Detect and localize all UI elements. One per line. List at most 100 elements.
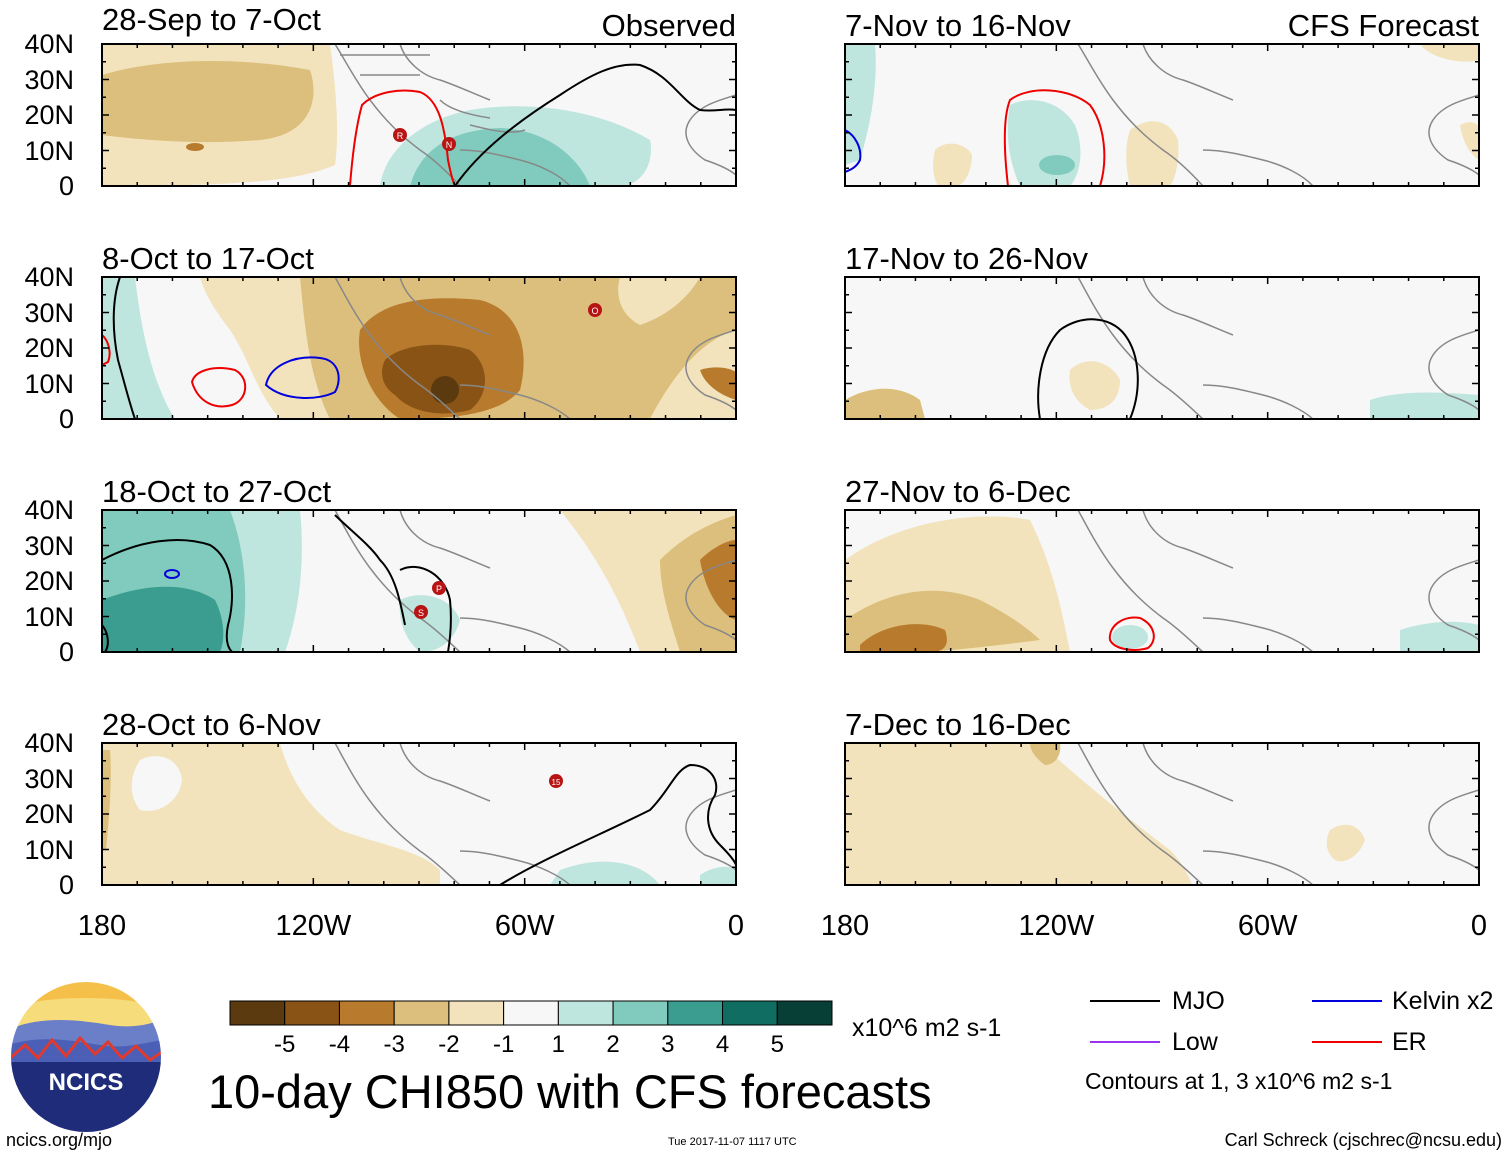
storm-label: N — [446, 140, 453, 150]
colorbar-tick-label: -3 — [383, 1031, 405, 1058]
lat-label: 40N — [24, 262, 74, 292]
map-panel-obs-2: O — [101, 276, 737, 420]
coastlines — [330, 44, 736, 186]
storm-markers: R N — [393, 128, 456, 151]
map-panel-obs-3: P S — [101, 509, 737, 653]
colorbar-tick-label: 5 — [770, 1031, 784, 1058]
lat-label: 30N — [24, 763, 74, 794]
footer-credit: Carl Schreck (cjschrec@ncsu.edu) — [1224, 1130, 1502, 1150]
colorbar-swatch — [448, 1000, 505, 1026]
lat-label: 10N — [24, 834, 74, 865]
legend-lines — [1090, 1000, 1382, 1043]
map-panel-obs-1: R N — [101, 43, 737, 187]
lat-label: 0 — [58, 404, 74, 434]
lat-label: 20N — [24, 100, 74, 130]
colorbar-tick-label: 3 — [661, 1031, 675, 1058]
logo-text: NCICS — [49, 1069, 124, 1096]
lat-label: 40N — [24, 495, 74, 525]
contours — [845, 89, 1106, 186]
colorbar-swatch — [557, 1000, 614, 1026]
lat-label: 20N — [24, 333, 74, 363]
colorbar-tick-label: -5 — [274, 1031, 296, 1058]
storm-label: S — [418, 608, 424, 618]
lat-label: 10N — [24, 368, 74, 399]
coastlines — [334, 510, 736, 652]
anomaly-shading — [102, 743, 736, 885]
storm-label: 15 — [552, 778, 561, 787]
map-panel-fcst-2 — [844, 276, 1480, 420]
lat-label: 0 — [58, 870, 74, 900]
colorbar-swatch — [667, 1000, 724, 1026]
ncics-logo: NCICS — [9, 980, 163, 1134]
lat-label: 0 — [58, 637, 74, 667]
map-panel-fcst-4 — [844, 742, 1480, 886]
anomaly-shading — [102, 510, 736, 652]
panel-title-obs-3: 18-Oct to 27-Oct — [102, 474, 332, 509]
coastlines — [334, 743, 736, 885]
lat-label: 30N — [24, 297, 74, 328]
colorbar-swatch — [229, 1000, 286, 1026]
panel-title-fcst-3: 27-Nov to 6-Dec — [845, 474, 1071, 509]
footer-url: ncics.org/mjo — [6, 1130, 113, 1150]
lat-label: 20N — [24, 566, 74, 596]
storm-label: R — [397, 131, 404, 141]
panel-title-obs-1: 28-Sep to 7-Oct — [102, 2, 321, 37]
footer-timestamp: Tue 2017-11-07 1117 UTC — [668, 1136, 797, 1148]
contours — [499, 763, 736, 885]
coastlines — [1077, 277, 1479, 419]
colorbar-tick-label: 1 — [551, 1031, 566, 1058]
anomaly-shading — [845, 516, 1479, 652]
colorbar — [229, 1000, 833, 1026]
panel-title-obs-4: 28-Oct to 6-Nov — [102, 707, 321, 742]
lon-label: 60W — [494, 910, 555, 942]
legend-er-label: ER — [1392, 1028, 1427, 1056]
lat-label: 30N — [24, 64, 74, 95]
storm-markers: P S — [414, 581, 446, 619]
legend-note: Contours at 1, 3 x10^6 m2 s-1 — [1085, 1068, 1393, 1094]
lat-label: 40N — [24, 728, 74, 758]
legend-low-label: Low — [1172, 1028, 1218, 1056]
header-forecast: CFS Forecast — [1287, 8, 1479, 43]
lon-label: 60W — [1237, 910, 1298, 942]
storm-markers: 15 — [549, 774, 563, 788]
panel-title-fcst-4: 7-Dec to 16-Dec — [845, 707, 1071, 742]
map-panel-obs-4: 15 — [101, 742, 737, 886]
panel-title-obs-2: 8-Oct to 17-Oct — [102, 241, 314, 276]
colorbar-swatch — [503, 1000, 559, 1026]
colorbar-swatch — [612, 1000, 669, 1026]
storm-label: O — [591, 306, 598, 316]
colorbar-swatch — [722, 1000, 778, 1026]
lat-label: 20N — [24, 799, 74, 829]
colorbar-tick-label: -4 — [328, 1031, 351, 1058]
contours — [349, 63, 736, 186]
lon-label: 0 — [1470, 910, 1488, 942]
axis-ticks — [101, 43, 1480, 886]
storm-markers: O — [588, 303, 602, 317]
header-observed: Observed — [601, 8, 736, 43]
anomaly-shading — [845, 743, 1365, 885]
panel-title-fcst-1: 7-Nov to 16-Nov — [845, 8, 1071, 43]
colorbar-tick-label: -1 — [492, 1031, 515, 1058]
colorbar-tick-label: -2 — [438, 1031, 460, 1058]
coastlines — [1077, 743, 1479, 885]
lat-label: 0 — [58, 171, 74, 201]
coastlines — [334, 277, 736, 419]
lon-label: 180 — [77, 910, 127, 942]
colorbar-swatch — [284, 1000, 340, 1026]
map-panel-fcst-1 — [844, 43, 1480, 187]
lat-label: 30N — [24, 530, 74, 561]
contours — [102, 514, 452, 652]
colorbar-tick-label: 4 — [715, 1031, 730, 1058]
legend-kelvin-label: Kelvin x2 — [1392, 987, 1494, 1015]
panel-title-fcst-2: 17-Nov to 26-Nov — [845, 241, 1088, 276]
anomaly-shading — [102, 277, 736, 419]
lon-label: 180 — [820, 910, 870, 942]
lon-label: 0 — [727, 910, 745, 942]
colorbar-swatch — [776, 1000, 833, 1026]
coastlines — [1077, 510, 1479, 652]
contours — [1037, 318, 1139, 419]
lon-label: 120W — [275, 910, 352, 942]
figure-title: 10-day CHI850 with CFS forecasts — [208, 1065, 932, 1118]
legend-mjo-label: MJO — [1172, 987, 1225, 1015]
